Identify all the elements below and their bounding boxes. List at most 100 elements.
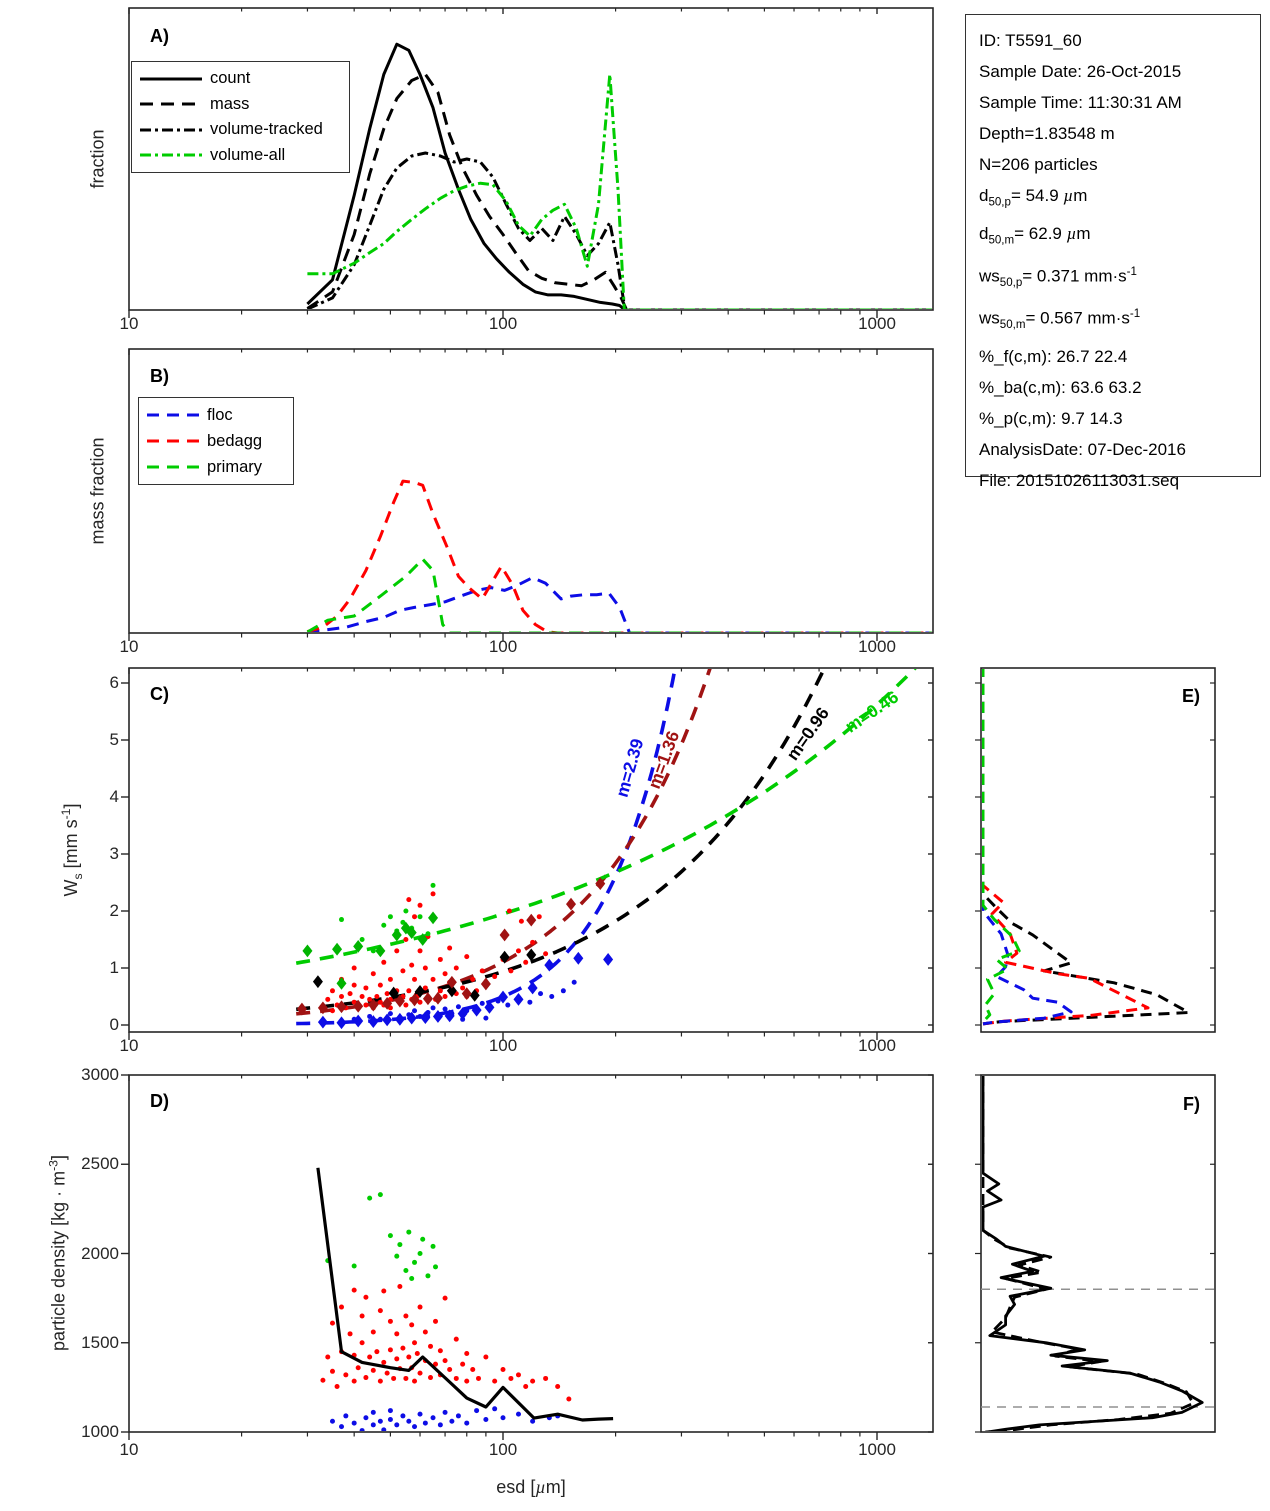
info-line: ID: T5591_60 xyxy=(979,31,1082,50)
dot-bedagg-particles xyxy=(363,1294,369,1300)
dot-bedagg-particles xyxy=(453,1336,459,1342)
y-tick-label: 2500 xyxy=(81,1154,119,1174)
dot-bedagg-particles xyxy=(325,1354,331,1360)
dot-bedagg-particles xyxy=(515,948,521,954)
dot-bedagg-particles xyxy=(329,1008,335,1014)
dot-floc-particles xyxy=(455,1004,461,1010)
diamond-floc-median xyxy=(484,1000,495,1014)
dot-floc-particles xyxy=(449,1418,455,1424)
legend-line-sample xyxy=(140,153,202,157)
diamond-bedagg-median xyxy=(368,998,379,1012)
dot-bedagg-particles xyxy=(363,985,369,991)
dot-bedagg-particles xyxy=(430,976,436,982)
dot-primary-particles xyxy=(397,1242,403,1248)
diamond-primary-median xyxy=(375,944,386,958)
diamond-floc-median xyxy=(603,953,614,966)
dot-bedagg-particles xyxy=(460,1361,466,1367)
y-tick-label: 5 xyxy=(109,730,119,749)
dot-bedagg-particles xyxy=(403,1002,409,1008)
dot-bedagg-particles xyxy=(351,1287,357,1293)
dot-bedagg-particles xyxy=(359,994,365,999)
diamond-bedagg-median xyxy=(595,877,606,891)
dot-bedagg-particles xyxy=(506,908,512,914)
info-line: d50,p= 54.9 µm xyxy=(979,186,1088,209)
dot-primary-particles xyxy=(394,1253,400,1259)
diamond-floc-median xyxy=(573,951,584,965)
dot-bedagg-particles xyxy=(351,965,357,971)
panel-f-box xyxy=(980,1074,1216,1433)
dot-bedagg-particles xyxy=(422,965,428,971)
legend-row-volume-all: volume-all xyxy=(140,143,341,169)
x-tick-label: 10 xyxy=(119,1440,139,1459)
legend-line-sample xyxy=(147,439,199,443)
diamond-all-median xyxy=(469,988,480,1002)
dot-bedagg-particles xyxy=(470,1367,476,1373)
dot-bedagg-particles xyxy=(374,994,380,999)
x-tick-label: 100 xyxy=(488,1440,518,1459)
dot-bedagg-particles xyxy=(414,1350,420,1356)
dot-bedagg-particles xyxy=(536,914,542,920)
dot-bedagg-particles xyxy=(437,1348,443,1354)
dot-bedagg-particles xyxy=(543,1375,549,1381)
panel-a-legend: count mass volume-tracked volume-all xyxy=(131,61,350,173)
dot-floc-particles xyxy=(343,1413,349,1419)
info-line: d50,m= 62.9 µm xyxy=(979,224,1091,247)
dot-bedagg-particles xyxy=(355,1365,361,1371)
dot-bedagg-particles xyxy=(460,985,466,991)
diamond-primary-median xyxy=(391,928,402,942)
diamond-floc-median xyxy=(317,1015,328,1029)
dot-primary-particles xyxy=(387,1233,393,1239)
dot-bedagg-particles xyxy=(381,1359,387,1365)
dot-bedagg-particles xyxy=(339,994,345,999)
diamond-bedagg-median xyxy=(446,975,457,989)
dot-bedagg-particles xyxy=(343,1372,349,1378)
dot-floc-particles xyxy=(442,1006,448,1012)
dot-bedagg-particles xyxy=(374,1349,380,1355)
dot-bedagg-particles xyxy=(442,1358,448,1364)
dot-floc-particles xyxy=(455,1413,461,1419)
diamond-bedagg-median xyxy=(382,996,393,1010)
diamond-floc-median xyxy=(432,1010,443,1023)
x-tick-label: 1000 xyxy=(858,637,896,656)
dot-primary-particles xyxy=(387,914,393,920)
diamond-floc-median xyxy=(353,1014,364,1028)
dot-bedagg-particles xyxy=(384,991,390,997)
diamond-bedagg-median xyxy=(422,992,433,1006)
dot-primary-particles xyxy=(370,948,376,954)
dot-primary-particles xyxy=(359,937,365,942)
all-ws-dist xyxy=(982,669,1191,1026)
dot-bedagg-particles xyxy=(329,1320,335,1326)
diamond-floc-median xyxy=(513,992,524,1006)
dot-floc-particles xyxy=(387,1011,393,1017)
panel-b-label: B) xyxy=(150,366,169,386)
dot-bedagg-particles xyxy=(359,1313,365,1319)
diamond-primary-median xyxy=(406,926,417,940)
y-tick-label: 2 xyxy=(109,901,119,920)
dot-bedagg-particles xyxy=(384,1370,390,1376)
dot-primary-particles xyxy=(409,1275,415,1281)
dot-bedagg-particles xyxy=(325,996,331,1002)
dot-bedagg-particles xyxy=(409,962,415,968)
legend-row-count: count xyxy=(140,66,341,92)
dot-bedagg-particles xyxy=(370,1329,376,1335)
panel-a-box xyxy=(128,7,934,311)
x-tick-label: 100 xyxy=(488,637,518,656)
series-floc xyxy=(307,576,932,632)
panel-b-ylabel: mass fraction xyxy=(87,437,108,545)
panel-f-label: F) xyxy=(1183,1094,1200,1114)
x-tick-label: 10 xyxy=(119,1036,139,1055)
diamond-all-median xyxy=(499,950,510,964)
sample-info-box: ID: T5591_60 Sample Date: 26-Oct-2015 Samp… xyxy=(965,14,1261,490)
diamond-floc-median xyxy=(336,1016,347,1030)
dot-bedagg-particles xyxy=(339,1304,345,1310)
dot-floc-particles xyxy=(394,1422,400,1428)
dot-bedagg-particles xyxy=(377,982,383,988)
dot-floc-particles xyxy=(367,1013,373,1019)
dot-bedagg-particles xyxy=(500,1367,506,1373)
dot-primary-particles xyxy=(430,1243,436,1249)
info-line: N=206 particles xyxy=(979,155,1098,174)
diamond-bedagg-median xyxy=(353,999,364,1013)
diamond-floc-median xyxy=(368,1015,379,1028)
legend-label: floc xyxy=(207,405,233,424)
